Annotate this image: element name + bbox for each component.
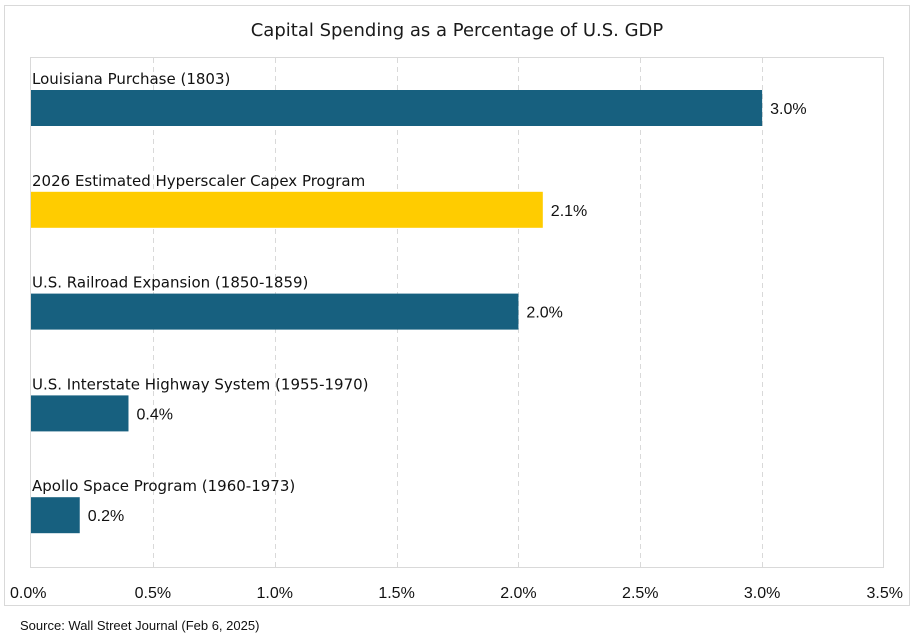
bar bbox=[31, 191, 543, 228]
x-tick-label: 1.5% bbox=[378, 585, 414, 602]
bar bbox=[31, 293, 519, 330]
x-tick-label: 0.5% bbox=[135, 585, 171, 602]
data-label: 0.2% bbox=[88, 508, 124, 525]
x-tick-label: 3.0% bbox=[744, 585, 780, 602]
category-label: 2026 Estimated Hyperscaler Capex Program bbox=[32, 172, 365, 190]
x-tick-label: 1.0% bbox=[256, 585, 292, 602]
data-label: 2.1% bbox=[551, 203, 587, 220]
bar bbox=[31, 395, 129, 432]
bars: Louisiana Purchase (1803) 3.0% 2026 Estima… bbox=[31, 70, 807, 534]
data-label: 2.0% bbox=[526, 305, 562, 322]
category-label: U.S. Railroad Expansion (1850-1859) bbox=[32, 274, 308, 292]
x-axis-ticks: 0.0% 0.5% 1.0% 1.5% 2.0% 2.5% 3.0% 3.5% bbox=[10, 585, 903, 602]
chart-outer-border bbox=[4, 5, 910, 606]
gridlines bbox=[153, 58, 763, 567]
category-label: U.S. Interstate Highway System (1955-197… bbox=[32, 375, 369, 393]
category-label: Apollo Space Program (1960-1973) bbox=[32, 477, 295, 495]
source-note: Source: Wall Street Journal (Feb 6, 2025… bbox=[20, 618, 259, 633]
x-tick-label: 2.5% bbox=[622, 585, 658, 602]
x-tick-label: 2.0% bbox=[500, 585, 536, 602]
chart-title: Capital Spending as a Percentage of U.S.… bbox=[251, 20, 664, 41]
bar bbox=[31, 497, 80, 534]
category-label: Louisiana Purchase (1803) bbox=[32, 70, 230, 88]
data-label: 3.0% bbox=[770, 101, 806, 118]
data-label: 0.4% bbox=[136, 406, 172, 423]
plot-area-border bbox=[30, 57, 884, 568]
x-tick-label: 3.5% bbox=[867, 585, 903, 602]
x-tick-label: 0.0% bbox=[10, 585, 46, 602]
bar bbox=[31, 90, 763, 126]
